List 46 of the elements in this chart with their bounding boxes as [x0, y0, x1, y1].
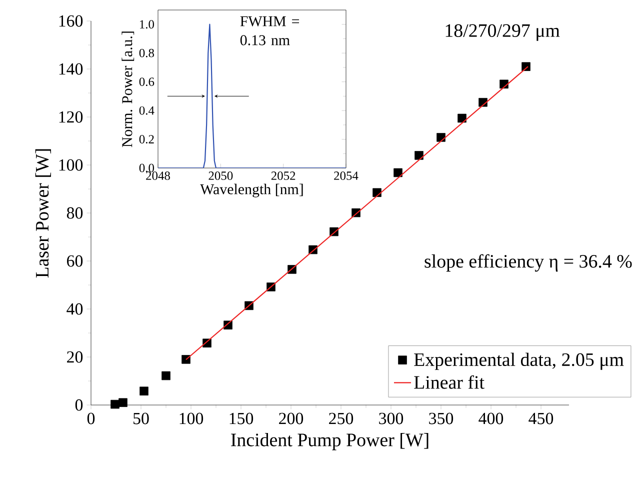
legend-label: Experimental data, 2.05 μm: [414, 352, 624, 370]
point: [140, 386, 148, 396]
x-axis-title: Incident Pump Power [W]: [231, 433, 428, 450]
x-tick-label: 100: [180, 412, 204, 424]
y-tick-label: 0: [75, 399, 83, 411]
point: [182, 355, 190, 364]
y-tick-label: 160: [59, 15, 83, 27]
x-tick-label: 200: [279, 412, 304, 424]
annotation: FWHM = 0.13 nm: [240, 16, 300, 46]
x-axis-title: Wavelength [nm]: [200, 184, 303, 198]
point: [162, 371, 170, 380]
point: [458, 114, 466, 123]
y-tick-label: 80: [66, 207, 83, 219]
legend-label: Linear fit: [414, 375, 484, 389]
y-tick-label: 100: [59, 159, 83, 171]
y-tick-label: 140: [59, 63, 83, 75]
x-tick-label: 2052: [271, 172, 296, 180]
y-axis-title: Laser Power [W]: [35, 149, 51, 278]
point: [118, 398, 128, 407]
x-tick-label: 50: [134, 412, 149, 424]
x-tick-label: 450: [528, 412, 554, 424]
y-tick-label: 0.4: [139, 106, 154, 115]
x-tick-label: 2050: [208, 172, 233, 180]
y-tick-label: 20: [67, 351, 83, 363]
annotation: slope efficiency η = 36.4 %: [424, 254, 632, 272]
y-tick-label: 60: [67, 255, 83, 267]
x-tick-label: 300: [379, 412, 404, 424]
y-tick-label: 0.0: [139, 164, 154, 172]
x-tick-label: 250: [329, 412, 354, 424]
point: [394, 168, 402, 178]
x-tick-label: 400: [478, 412, 504, 424]
x-tick-label: 350: [429, 412, 454, 424]
x-tick-label: 2048: [146, 172, 170, 180]
y-tick-label: 1.0: [140, 20, 154, 29]
y-tick-label: 40: [66, 303, 83, 315]
y-axis-title: Norm. Power [a.u.]: [122, 32, 134, 148]
x-tick-label: 0: [87, 412, 95, 424]
y-tick-label: 120: [59, 111, 83, 123]
y-tick-label: 0.6: [139, 78, 154, 86]
point: [110, 400, 120, 409]
x-tick-label: 150: [230, 412, 254, 424]
annotation: 18/270/297 μm: [446, 24, 560, 41]
x-tick-label: 2054: [334, 172, 358, 180]
point: [414, 151, 424, 160]
y-tick-label: 0.8: [139, 48, 154, 58]
y-tick-label: 0.2: [139, 135, 154, 144]
